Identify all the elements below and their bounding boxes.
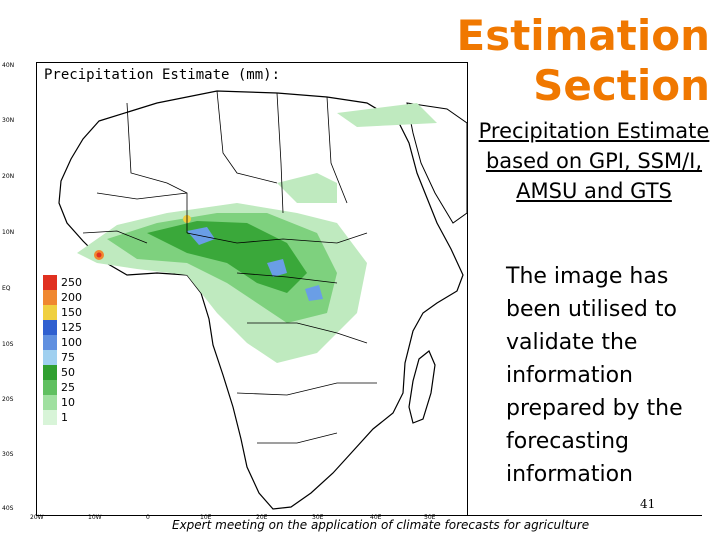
legend-swatch	[43, 350, 57, 365]
legend-label: 50	[61, 366, 75, 379]
legend-label: 25	[61, 381, 75, 394]
legend-swatch	[43, 410, 57, 425]
legend-label: 100	[61, 336, 82, 349]
lat-label: 40N	[2, 62, 15, 69]
lon-label: 50E	[424, 514, 436, 521]
legend-item: 100	[43, 335, 87, 350]
footer-divider	[466, 515, 702, 516]
lon-label: 10W	[88, 514, 102, 521]
legend-swatch	[43, 395, 57, 410]
lon-label: 40E	[370, 514, 382, 521]
lon-label: 20W	[30, 514, 44, 521]
lat-label: EQ	[2, 285, 11, 292]
legend-swatch	[43, 380, 57, 395]
legend-label: 10	[61, 396, 75, 409]
legend-label: 150	[61, 306, 82, 319]
legend-label: 200	[61, 291, 82, 304]
legend-item: 200	[43, 290, 87, 305]
legend-swatch	[43, 290, 57, 305]
africa-map-graphic	[58, 90, 467, 510]
legend-item: 150	[43, 305, 87, 320]
map-caption: Precipitation Estimate (mm):	[41, 67, 284, 83]
legend-item: 250	[43, 275, 87, 290]
legend-swatch	[43, 305, 57, 320]
legend-label: 75	[61, 351, 75, 364]
lat-label: 20S	[2, 396, 14, 403]
legend-item: 25	[43, 380, 87, 395]
lat-label: 30S	[2, 451, 14, 458]
precipitation-map: Precipitation Estimate (mm): 250 200 150…	[36, 62, 468, 516]
country-borders	[82, 90, 377, 444]
lat-label: 30N	[2, 117, 15, 124]
page-number: 41	[640, 497, 656, 511]
legend-swatch	[43, 275, 57, 290]
legend-label: 250	[61, 276, 82, 289]
legend-swatch	[43, 365, 57, 380]
lon-label: 0	[146, 514, 150, 521]
slide-footer: Expert meeting on the application of cli…	[172, 518, 590, 532]
lat-label: 20N	[2, 173, 15, 180]
lon-label: 10E	[200, 514, 212, 521]
madagascar-outline	[408, 350, 436, 424]
slide-title-line: Estimation	[456, 11, 711, 60]
legend-item: 75	[43, 350, 87, 365]
lat-label: 10N	[2, 229, 15, 236]
precipitation-legend: 250 200 150 125 100 75 50 25 10 1	[43, 275, 87, 425]
lon-label: 30E	[312, 514, 324, 521]
legend-item: 125	[43, 320, 87, 335]
slide-body-text: The image has been utilised to validate …	[506, 264, 683, 487]
slide-subtitle: Precipitation Estimate based on GPI, SSM…	[478, 119, 710, 203]
slide-title-line: Section	[533, 61, 710, 110]
legend-item: 10	[43, 395, 87, 410]
legend-label: 1	[61, 411, 68, 424]
lat-label: 40S	[2, 505, 14, 512]
legend-item: 50	[43, 365, 87, 380]
legend-label: 125	[61, 321, 82, 334]
lon-label: 20E	[256, 514, 268, 521]
lat-label: 10S	[2, 341, 14, 348]
legend-swatch	[43, 320, 57, 335]
legend-swatch	[43, 335, 57, 350]
arabia-outline	[406, 102, 467, 224]
legend-item: 1	[43, 410, 87, 425]
